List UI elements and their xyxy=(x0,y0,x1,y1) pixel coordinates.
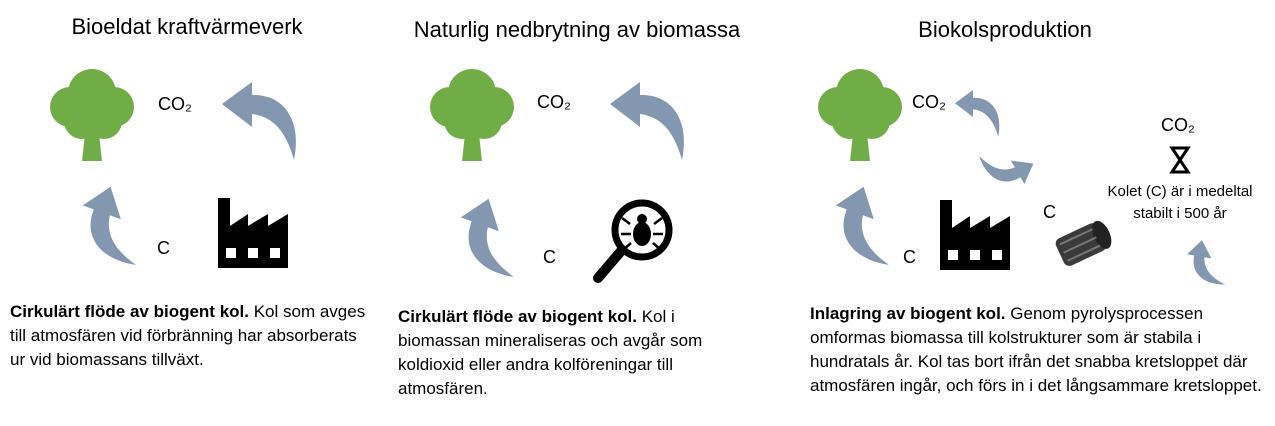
co2-label: CO₂ xyxy=(537,92,571,112)
description: Inlagring av biogent kol. Genom pyrolysp… xyxy=(810,302,1270,398)
factory-icon xyxy=(218,198,288,268)
description-lead: Cirkulärt flöde av biogent kol. xyxy=(398,307,637,326)
tree-icon xyxy=(430,69,514,161)
co2-label: CO₂ xyxy=(1161,115,1195,135)
panel-title: Bioeldat kraftvärmeverk xyxy=(71,14,303,39)
tree-icon xyxy=(818,69,902,161)
arrow xyxy=(69,180,158,267)
panel-title: Naturlig nedbrytning av biomassa xyxy=(414,17,741,42)
arrow xyxy=(447,192,536,279)
panel-title: Biokolsproduktion xyxy=(918,17,1092,42)
c-label: C xyxy=(903,247,916,267)
magnifier-icon xyxy=(598,203,669,278)
description-lead: Cirkulärt flöde av biogent kol. xyxy=(10,302,249,321)
description-lead: Inlagring av biogent kol. xyxy=(810,304,1006,323)
arrow xyxy=(978,134,1040,197)
note-line: Kolet (C) är i medeltal xyxy=(1107,183,1252,200)
tree-icon xyxy=(50,69,134,161)
c-label: C xyxy=(157,238,170,258)
co2-label: CO₂ xyxy=(158,94,192,114)
page: Bioeldat kraftvärmeverk CO₂ C Naturlig n… xyxy=(0,0,1275,426)
description: Cirkulärt flöde av biogent kol. Kol som … xyxy=(10,300,370,372)
co2-label: CO₂ xyxy=(912,92,946,112)
description: Cirkulärt flöde av biogent kol. Kol i bi… xyxy=(398,305,758,401)
factory-icon xyxy=(940,200,1010,270)
arrow xyxy=(822,180,911,267)
arrow xyxy=(955,90,999,137)
arrow xyxy=(222,82,296,160)
hourglass-icon xyxy=(1172,148,1188,172)
c-label: C xyxy=(543,247,556,267)
biochar-icon xyxy=(1054,218,1116,268)
arrow xyxy=(610,82,684,160)
arrow xyxy=(1183,238,1232,285)
note-line: stabilt i 500 år xyxy=(1133,205,1226,222)
c-label: C xyxy=(1043,202,1056,222)
